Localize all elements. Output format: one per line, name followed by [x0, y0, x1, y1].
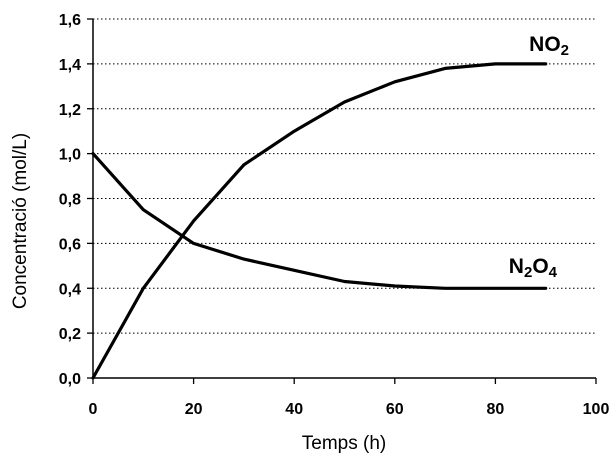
x-tick-label: 60	[386, 401, 404, 418]
y-tick-label: 1,2	[59, 102, 81, 119]
x-axis-title: Temps (h)	[302, 433, 386, 454]
y-tick-label: 0,4	[59, 281, 81, 298]
x-tick-label: 40	[285, 401, 303, 418]
y-tick-label: 0,0	[59, 371, 81, 388]
x-tick-label: 20	[185, 401, 203, 418]
x-tick-label: 80	[487, 401, 505, 418]
y-tick-label: 0,2	[59, 326, 81, 343]
y-tick-label: 1,6	[59, 12, 81, 29]
y-tick-label: 1,0	[59, 147, 81, 164]
series-label-1: N2O4	[509, 255, 558, 281]
axes	[87, 18, 597, 384]
tick-labels: 0,0 0,2 0,4 0,6 0,8 1,0 1,2 1,4 1,6 0 20 40 60 80 100	[59, 12, 610, 418]
series-lines	[91, 62, 548, 380]
series-line-0	[91, 62, 548, 380]
series-label-0: NO2	[529, 33, 569, 59]
y-tick-label: 1,4	[59, 57, 81, 74]
x-tick-label: 100	[583, 401, 610, 418]
series-line-1	[91, 152, 548, 290]
series-labels: NO2 N2O4	[509, 33, 569, 281]
grid-lines	[93, 18, 596, 334]
y-tick-label: 0,6	[59, 236, 81, 253]
x-tick-label: 0	[89, 401, 98, 418]
y-axis-title: Concentració (mol/L)	[10, 133, 31, 309]
y-tick-label: 0,8	[59, 192, 81, 209]
